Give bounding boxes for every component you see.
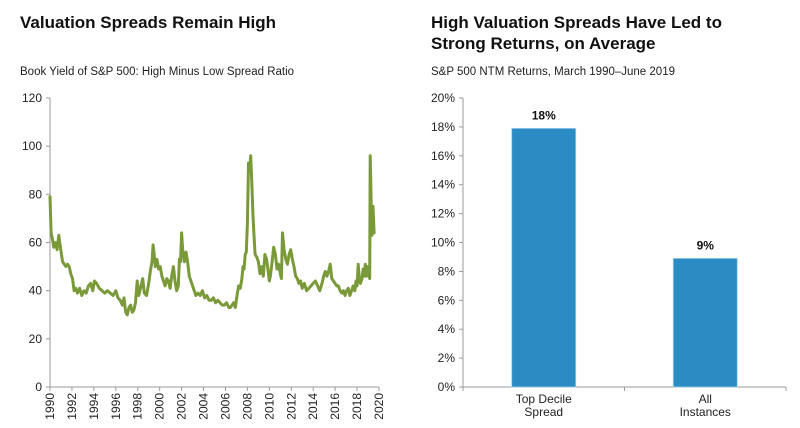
y-tick-label: 40 — [29, 284, 43, 298]
y-tick-label: 12% — [431, 207, 455, 221]
category-label: Top Decile — [516, 392, 572, 406]
x-tick-label: 2018 — [350, 393, 364, 420]
y-tick-label: 80 — [29, 187, 43, 201]
category-label: Spread — [524, 405, 563, 419]
left-chart-subtitle: Book Yield of S&P 500: High Minus Low Sp… — [20, 66, 295, 78]
y-tick-label: 10% — [431, 236, 455, 250]
x-tick-label: 2004 — [197, 393, 211, 420]
y-tick-label: 8% — [438, 264, 456, 278]
x-tick-label: 2020 — [372, 393, 386, 420]
y-tick-label: 18% — [431, 120, 455, 134]
category-label: Instances — [680, 405, 731, 419]
bar-chart: 0% 2% 4% 6% 8% 10% 12% 14% 16% 18% 20% 18% Top Decil… — [431, 91, 787, 419]
x-tick-label: 2008 — [240, 393, 254, 420]
x-tick-label: 1994 — [87, 393, 101, 420]
y-tick-label: 14% — [431, 178, 455, 192]
category-label: All — [699, 392, 712, 406]
y-tick-label: 4% — [438, 322, 456, 336]
series-line — [48, 154, 376, 317]
x-tick-label: 2006 — [218, 393, 232, 420]
x-tick-label: 2010 — [262, 393, 276, 420]
bar-data-label: 9% — [697, 238, 715, 252]
x-tick-label: 2014 — [306, 393, 320, 420]
y-tick-label: 6% — [438, 293, 456, 307]
y-tick-label: 120 — [22, 91, 42, 105]
y-tick-label: 2% — [438, 351, 456, 365]
y-tick-label: 100 — [22, 139, 42, 153]
y-tick-label: 20 — [29, 332, 43, 346]
right-chart-subtitle: S&P 500 NTM Returns, March 1990–June 201… — [431, 66, 675, 78]
y-tick-label: 0 — [35, 380, 42, 394]
x-tick-label: 1990 — [43, 393, 57, 420]
bar — [672, 257, 738, 388]
x-tick-label: 2012 — [284, 393, 298, 420]
y-tick-label: 60 — [29, 236, 43, 250]
left-chart-title: Valuation Spreads Remain High — [20, 13, 277, 32]
x-tick-label: 1998 — [131, 393, 145, 420]
x-tick-label: 2002 — [175, 393, 189, 420]
x-tick-label: 2016 — [328, 393, 342, 420]
x-tick-label: 1992 — [65, 393, 79, 420]
x-tick-label: 1996 — [109, 393, 123, 420]
bar-data-label: 18% — [532, 108, 556, 122]
y-tick-label: 16% — [431, 149, 455, 163]
x-tick-label: 2000 — [153, 393, 167, 420]
y-tick-label: 20% — [431, 91, 455, 105]
line-chart: 0 20 40 60 80 100 120 1990 1992 1994 1996 1998 2000 2… — [22, 91, 386, 420]
bar — [511, 127, 577, 388]
y-tick-label: 0% — [438, 380, 456, 394]
right-chart-title: High Valuation Spreads Have Led to Stron… — [431, 13, 722, 53]
